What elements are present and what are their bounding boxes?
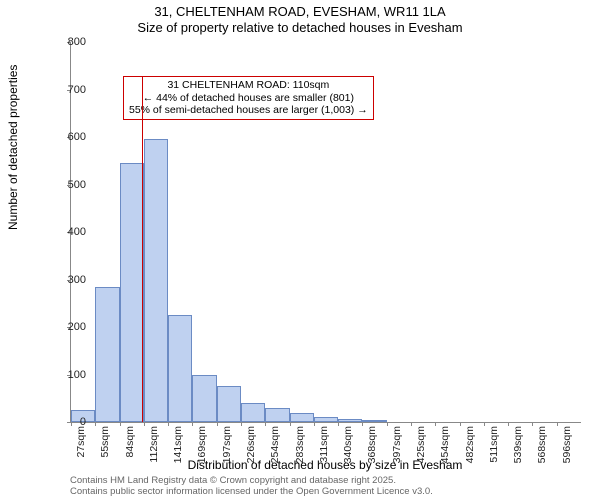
histogram-bar bbox=[217, 386, 241, 422]
x-tick-mark bbox=[144, 422, 145, 426]
x-tick-mark bbox=[484, 422, 485, 426]
x-tick-mark bbox=[241, 422, 242, 426]
x-tick-mark bbox=[435, 422, 436, 426]
y-tick-label: 700 bbox=[68, 84, 86, 96]
annotation-box: 31 CHELTENHAM ROAD: 110sqm ← 44% of deta… bbox=[123, 76, 374, 120]
histogram-bar bbox=[95, 287, 119, 422]
x-axis-label: Distribution of detached houses by size … bbox=[70, 458, 580, 472]
y-tick-label: 200 bbox=[68, 321, 86, 333]
x-tick-mark bbox=[362, 422, 363, 426]
x-tick-mark bbox=[71, 422, 72, 426]
y-tick-label: 400 bbox=[68, 226, 86, 238]
attribution-text: Contains HM Land Registry data © Crown c… bbox=[70, 476, 433, 498]
histogram-bar bbox=[314, 417, 338, 422]
x-tick-mark bbox=[460, 422, 461, 426]
x-tick-mark bbox=[168, 422, 169, 426]
y-axis-label: Number of detached properties bbox=[6, 65, 20, 230]
annotation-line3: 55% of semi-detached houses are larger (… bbox=[129, 104, 368, 117]
histogram-bar bbox=[338, 419, 362, 422]
x-tick-mark bbox=[532, 422, 533, 426]
x-tick-mark bbox=[411, 422, 412, 426]
histogram-bar bbox=[362, 420, 386, 422]
x-tick-mark bbox=[120, 422, 121, 426]
property-marker-line bbox=[142, 76, 144, 422]
histogram-bar bbox=[144, 139, 168, 422]
x-tick-mark bbox=[265, 422, 266, 426]
x-tick-mark bbox=[314, 422, 315, 426]
x-tick-label: 84sqm bbox=[124, 426, 136, 458]
x-tick-label: 55sqm bbox=[99, 426, 111, 458]
x-tick-label: 27sqm bbox=[75, 426, 87, 458]
y-tick-label: 100 bbox=[68, 369, 86, 381]
histogram-bar bbox=[120, 163, 144, 422]
histogram-bar bbox=[168, 315, 192, 422]
x-tick-mark bbox=[217, 422, 218, 426]
histogram-bar bbox=[192, 375, 216, 423]
y-tick-label: 800 bbox=[68, 36, 86, 48]
attribution-line2: Contains public sector information licen… bbox=[70, 487, 433, 498]
x-tick-mark bbox=[387, 422, 388, 426]
chart-title-line2: Size of property relative to detached ho… bbox=[0, 20, 600, 35]
chart-title-line1: 31, CHELTENHAM ROAD, EVESHAM, WR11 1LA bbox=[0, 4, 600, 19]
y-tick-label: 500 bbox=[68, 179, 86, 191]
annotation-line2: ← 44% of detached houses are smaller (80… bbox=[129, 92, 368, 105]
x-tick-mark bbox=[192, 422, 193, 426]
x-tick-mark bbox=[508, 422, 509, 426]
annotation-line1: 31 CHELTENHAM ROAD: 110sqm bbox=[129, 79, 368, 92]
histogram-bar bbox=[265, 408, 289, 422]
y-tick-label: 600 bbox=[68, 131, 86, 143]
chart-plot-area: 31 CHELTENHAM ROAD: 110sqm ← 44% of deta… bbox=[70, 42, 581, 423]
histogram-bar bbox=[290, 413, 314, 422]
x-tick-mark bbox=[338, 422, 339, 426]
x-tick-mark bbox=[95, 422, 96, 426]
y-tick-label: 300 bbox=[68, 274, 86, 286]
histogram-bar bbox=[241, 403, 265, 422]
x-tick-mark bbox=[557, 422, 558, 426]
x-tick-mark bbox=[290, 422, 291, 426]
y-tick-label: 0 bbox=[80, 416, 86, 428]
